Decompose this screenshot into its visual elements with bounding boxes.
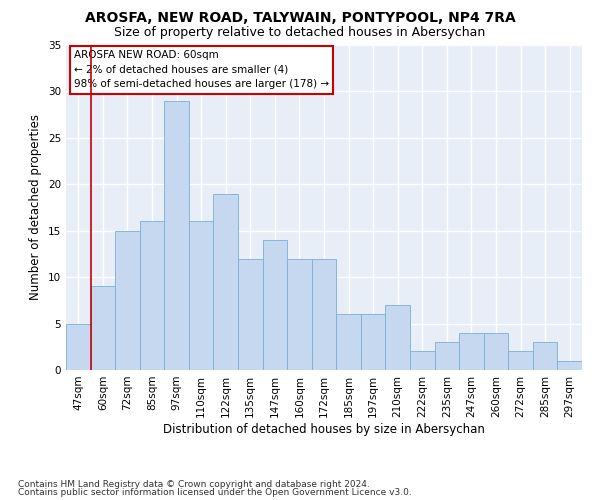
X-axis label: Distribution of detached houses by size in Abersychan: Distribution of detached houses by size … (163, 422, 485, 436)
Text: Contains public sector information licensed under the Open Government Licence v3: Contains public sector information licen… (18, 488, 412, 497)
Bar (263, 240, 287, 370)
Bar (287, 258, 312, 370)
Bar (312, 258, 336, 370)
Bar (533, 342, 557, 370)
Bar (484, 333, 508, 370)
Y-axis label: Number of detached properties: Number of detached properties (29, 114, 43, 300)
Bar (459, 333, 484, 370)
Bar (164, 100, 189, 370)
Text: AROSFA, NEW ROAD, TALYWAIN, PONTYPOOL, NP4 7RA: AROSFA, NEW ROAD, TALYWAIN, PONTYPOOL, N… (85, 11, 515, 25)
Bar (361, 314, 385, 370)
Bar (336, 314, 361, 370)
Text: Size of property relative to detached houses in Abersychan: Size of property relative to detached ho… (115, 26, 485, 39)
Bar (557, 360, 582, 370)
Bar (66, 324, 91, 370)
Bar (189, 222, 214, 370)
Bar (140, 222, 164, 370)
Bar (508, 352, 533, 370)
Bar (214, 194, 238, 370)
Bar (434, 342, 459, 370)
Bar (385, 305, 410, 370)
Bar (115, 230, 140, 370)
Text: Contains HM Land Registry data © Crown copyright and database right 2024.: Contains HM Land Registry data © Crown c… (18, 480, 370, 489)
Bar (410, 352, 434, 370)
Text: AROSFA NEW ROAD: 60sqm
← 2% of detached houses are smaller (4)
98% of semi-detac: AROSFA NEW ROAD: 60sqm ← 2% of detached … (74, 50, 329, 90)
Bar (238, 258, 263, 370)
Bar (91, 286, 115, 370)
